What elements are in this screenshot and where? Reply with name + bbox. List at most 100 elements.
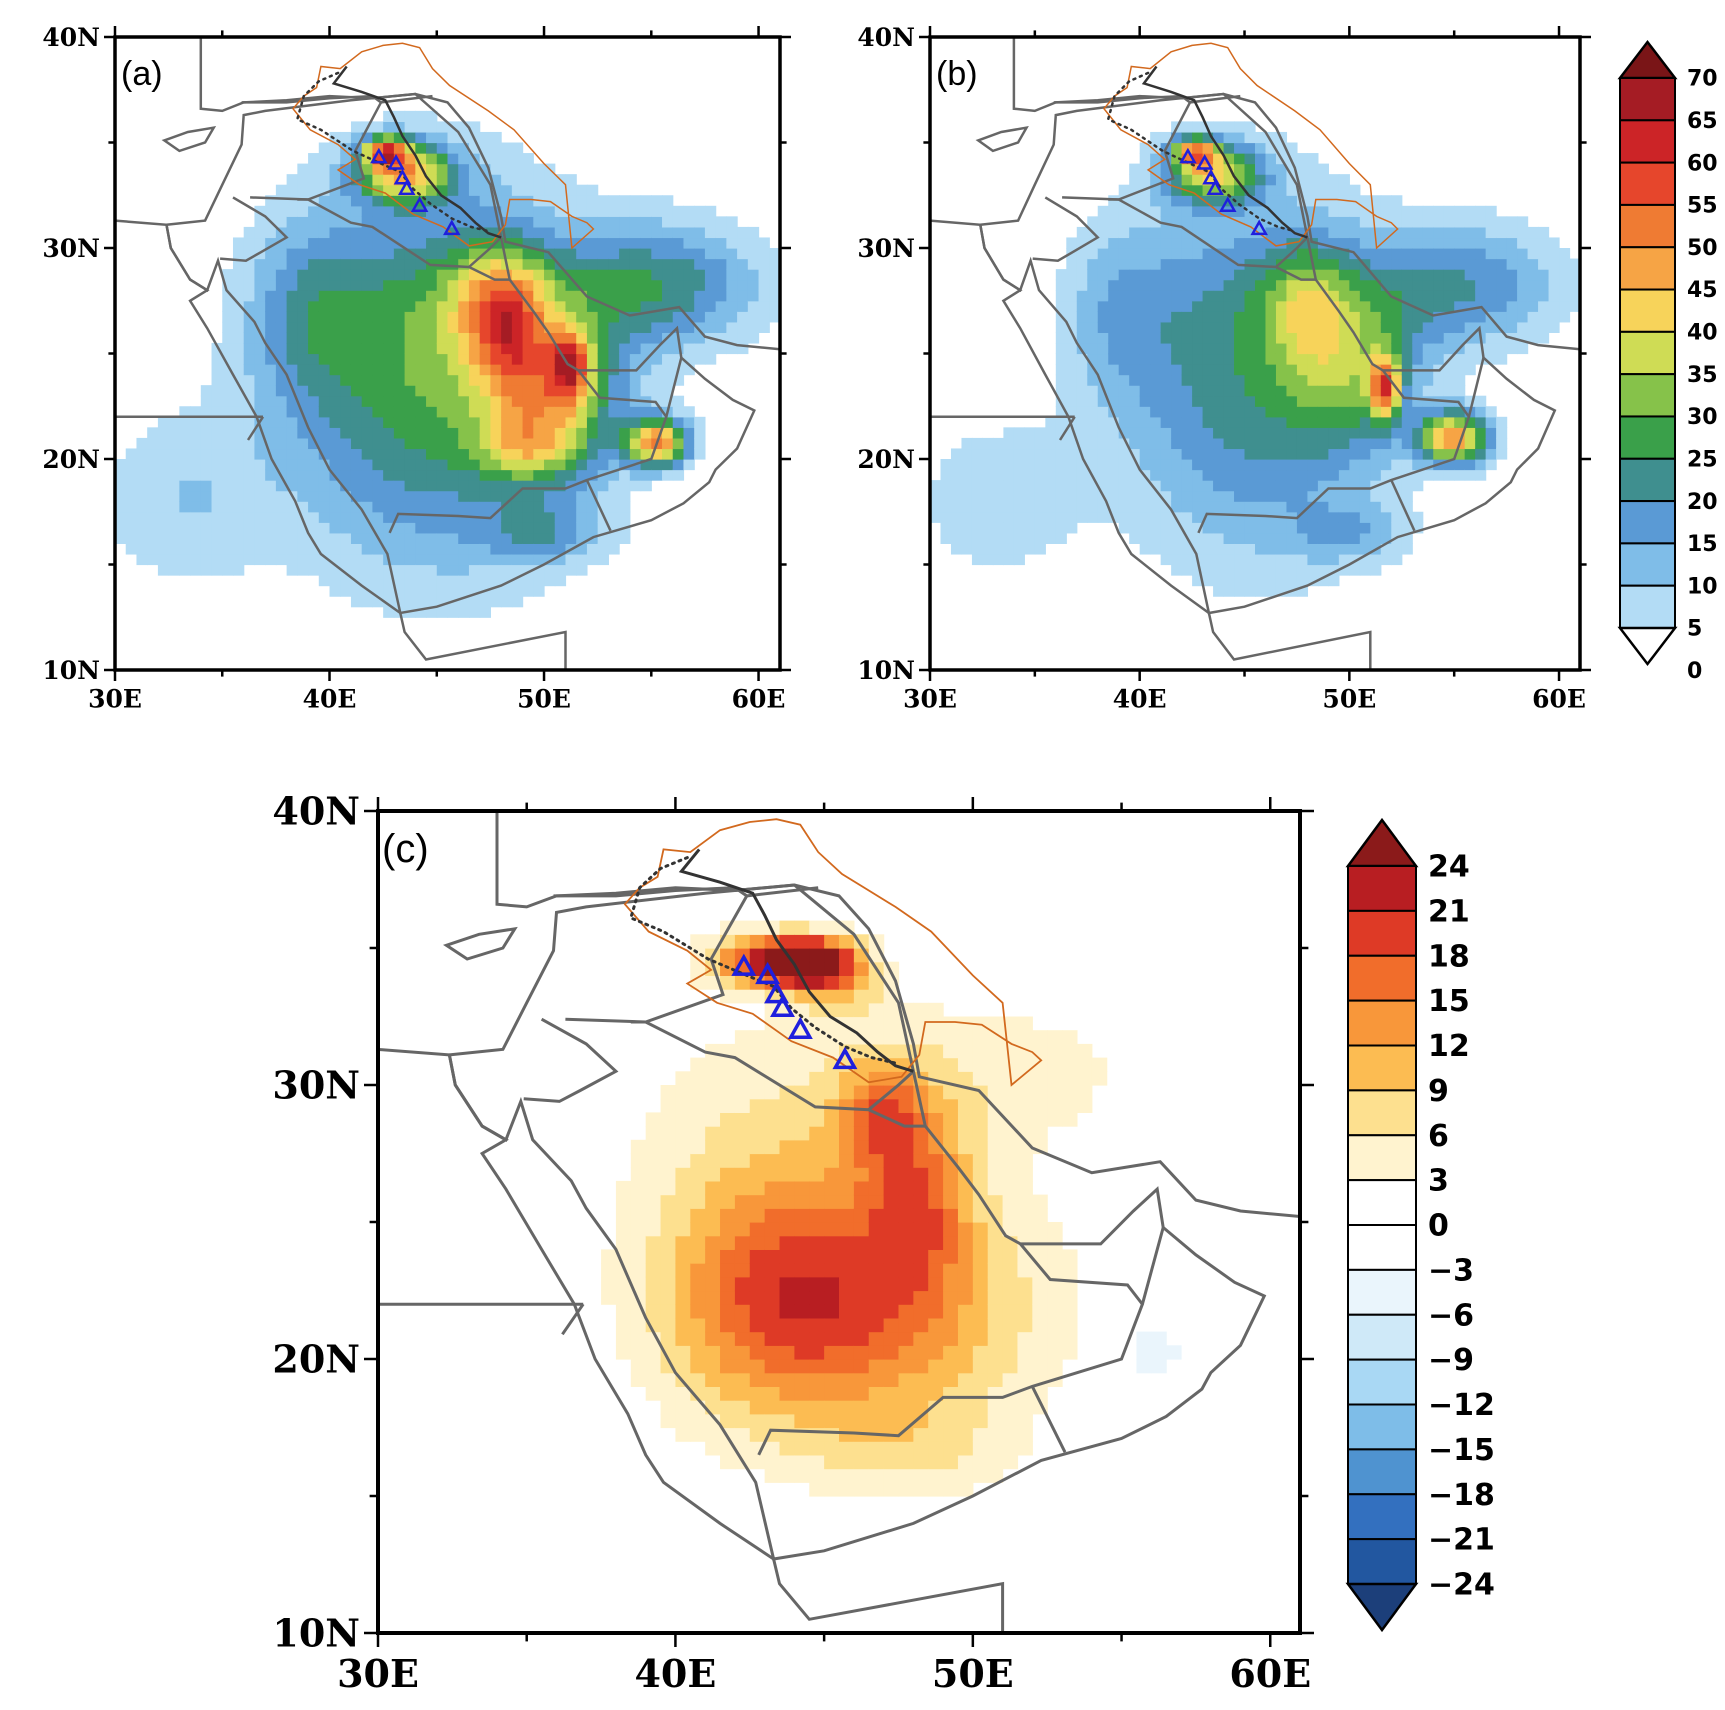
field-cell — [318, 575, 331, 587]
field-cell — [372, 543, 384, 555]
field-cell — [1066, 269, 1078, 281]
field-cell — [1076, 1085, 1093, 1100]
field-cell — [297, 501, 309, 513]
field-cell — [1150, 279, 1162, 291]
field-cell — [1062, 1345, 1078, 1360]
field-cell — [1296, 553, 1309, 566]
field-cell — [1433, 469, 1445, 481]
field-cell — [554, 490, 567, 502]
field-cell — [1202, 311, 1214, 323]
colorbar-label: 35 — [1687, 363, 1718, 388]
field-cell — [1234, 406, 1246, 418]
colorbar-cap — [1345, 817, 1419, 868]
field-cell — [340, 174, 352, 186]
field-cell — [1013, 532, 1025, 544]
field-cell — [690, 1153, 706, 1168]
field-cell — [1370, 374, 1382, 386]
field-cell — [764, 1112, 781, 1127]
field-cell — [1171, 395, 1183, 407]
field-cell — [329, 522, 341, 534]
field-cell — [660, 1180, 677, 1196]
field-cell — [1433, 269, 1445, 281]
field-cell — [898, 1276, 914, 1292]
field-cell — [1003, 448, 1015, 460]
field-cell — [340, 269, 352, 281]
field-cell — [308, 448, 320, 460]
field-cell — [297, 522, 309, 534]
field-cell — [809, 1167, 825, 1182]
field-cell — [1034, 543, 1046, 555]
field-cell — [565, 511, 577, 523]
field-cell — [586, 553, 599, 566]
field-cell — [1370, 553, 1382, 566]
field-cell — [1181, 406, 1193, 418]
field-cell — [779, 975, 795, 990]
field-cell — [168, 480, 180, 492]
field-cell — [200, 480, 213, 492]
field-cell — [404, 585, 416, 597]
field-cell — [928, 1427, 944, 1442]
field-cell — [383, 395, 395, 407]
field-cell — [1055, 374, 1067, 386]
field-cell — [1475, 321, 1487, 333]
field-cell — [672, 269, 685, 281]
field-cell — [1062, 1331, 1078, 1346]
field-cell — [1118, 342, 1130, 355]
field-cell — [361, 427, 374, 439]
field-cell — [1370, 216, 1382, 228]
field-cell — [683, 448, 695, 460]
field-cell — [404, 290, 416, 302]
field-cell — [809, 1112, 825, 1127]
field-cell — [683, 290, 695, 302]
field-cell — [115, 459, 127, 471]
field-cell — [286, 248, 298, 260]
field-cell — [651, 205, 663, 217]
field-cell — [1443, 216, 1455, 228]
field-cell — [190, 416, 202, 428]
field-cell — [393, 532, 406, 544]
field-cell — [705, 1372, 721, 1387]
field-cell — [1454, 353, 1466, 365]
colorbar-segment — [1619, 119, 1676, 164]
field-cell — [544, 395, 556, 407]
field-cell — [1317, 416, 1329, 428]
field-cell — [458, 332, 470, 344]
field-cell — [350, 237, 363, 249]
colorbar-label: 30 — [1687, 405, 1718, 430]
field-cell — [565, 427, 577, 439]
field-cell — [286, 342, 298, 355]
field-cell — [1255, 459, 1267, 471]
field-cell — [972, 1126, 989, 1141]
field-cell — [1244, 131, 1256, 144]
field-cell — [839, 1153, 855, 1168]
field-cell — [254, 522, 266, 534]
field-cell — [928, 1002, 944, 1018]
field-cell — [554, 205, 567, 217]
field-cell — [586, 448, 599, 460]
field-cell — [1286, 575, 1298, 587]
field-cell — [1108, 342, 1120, 355]
field-cell — [898, 1304, 914, 1319]
field-cell — [971, 480, 984, 492]
field-cell — [211, 553, 223, 566]
field-cell — [426, 501, 438, 513]
field-cell — [1150, 195, 1162, 207]
field-cell — [147, 553, 159, 566]
field-cell — [554, 522, 567, 534]
field-cell — [211, 364, 223, 376]
field-cell — [660, 1153, 677, 1168]
field-cell — [361, 237, 374, 249]
field-cell — [275, 353, 288, 365]
field-cell — [1013, 522, 1025, 534]
field-cell — [645, 1372, 662, 1387]
field-cell — [511, 596, 524, 608]
field-cell — [458, 279, 470, 291]
field-cell — [1349, 395, 1361, 407]
field-cell — [1485, 226, 1497, 239]
field-cell — [447, 248, 459, 260]
field-cell — [1548, 321, 1560, 333]
field-cell — [458, 142, 470, 154]
field-cell — [971, 522, 984, 534]
